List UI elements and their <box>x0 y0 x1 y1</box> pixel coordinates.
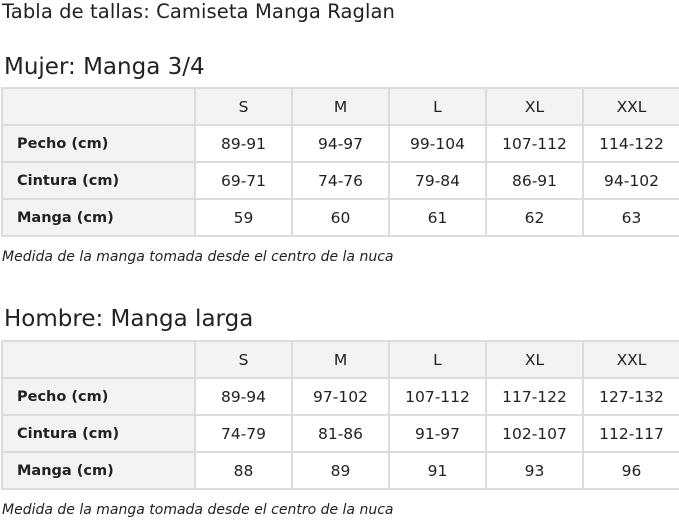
size-header-xl: XL <box>485 87 584 126</box>
chest-value-l: 107-112 <box>388 377 487 416</box>
waist-value-m: 74-76 <box>291 161 390 200</box>
row-label-sleeve: Manga (cm) <box>1 451 196 490</box>
table-row-chest: Pecho (cm) 89-91 94-97 99-104 107-112 11… <box>1 124 679 163</box>
sleeve-value-m: 89 <box>291 451 390 490</box>
row-label-waist: Cintura (cm) <box>1 161 196 200</box>
header-corner-cell <box>1 87 196 126</box>
table-row-chest: Pecho (cm) 89-94 97-102 107-112 117-122 … <box>1 377 679 416</box>
waist-value-xxl: 94-102 <box>582 161 679 200</box>
size-header-row: S M L XL XXL <box>1 87 679 126</box>
waist-value-s: 74-79 <box>194 414 293 453</box>
waist-value-l: 79-84 <box>388 161 487 200</box>
sleeve-value-xl: 62 <box>485 198 584 237</box>
waist-value-xxl: 112-117 <box>582 414 679 453</box>
size-header-xl: XL <box>485 340 584 379</box>
waist-value-xl: 86-91 <box>485 161 584 200</box>
row-label-sleeve: Manga (cm) <box>1 198 196 237</box>
sleeve-value-s: 88 <box>194 451 293 490</box>
size-header-s: S <box>194 340 293 379</box>
row-label-chest: Pecho (cm) <box>1 377 196 416</box>
chest-value-xxl: 127-132 <box>582 377 679 416</box>
chest-value-xxl: 114-122 <box>582 124 679 163</box>
sleeve-value-l: 61 <box>388 198 487 237</box>
waist-value-l: 91-97 <box>388 414 487 453</box>
size-header-l: L <box>388 87 487 126</box>
header-corner-cell <box>1 340 196 379</box>
chest-value-xl: 117-122 <box>485 377 584 416</box>
row-label-chest: Pecho (cm) <box>1 124 196 163</box>
chest-value-s: 89-94 <box>194 377 293 416</box>
table-row-waist: Cintura (cm) 69-71 74-76 79-84 86-91 94-… <box>1 161 679 200</box>
chest-value-m: 94-97 <box>291 124 390 163</box>
table-row-sleeve: Manga (cm) 59 60 61 62 63 <box>1 198 679 237</box>
chest-value-m: 97-102 <box>291 377 390 416</box>
chest-value-s: 89-91 <box>194 124 293 163</box>
size-header-xxl: XXL <box>582 340 679 379</box>
women-size-table: S M L XL XXL Pecho (cm) 89-91 94-97 99-1… <box>1 87 679 237</box>
waist-value-xl: 102-107 <box>485 414 584 453</box>
size-header-m: M <box>291 87 390 126</box>
chest-value-xl: 107-112 <box>485 124 584 163</box>
size-header-s: S <box>194 87 293 126</box>
waist-value-m: 81-86 <box>291 414 390 453</box>
sleeve-value-xl: 93 <box>485 451 584 490</box>
women-sleeve-note: Medida de la manga tomada desde el centr… <box>2 249 394 265</box>
sleeve-value-xxl: 63 <box>582 198 679 237</box>
table-row-waist: Cintura (cm) 74-79 81-86 91-97 102-107 1… <box>1 414 679 453</box>
men-section-title: Hombre: Manga larga <box>4 306 254 332</box>
waist-value-s: 69-71 <box>194 161 293 200</box>
table-row-sleeve: Manga (cm) 88 89 91 93 96 <box>1 451 679 490</box>
size-header-m: M <box>291 340 390 379</box>
sleeve-value-m: 60 <box>291 198 390 237</box>
sleeve-value-l: 91 <box>388 451 487 490</box>
men-sleeve-note: Medida de la manga tomada desde el centr… <box>2 502 394 518</box>
size-header-xxl: XXL <box>582 87 679 126</box>
sleeve-value-s: 59 <box>194 198 293 237</box>
page-title: Tabla de tallas: Camiseta Manga Raglan <box>2 0 396 23</box>
size-header-l: L <box>388 340 487 379</box>
chest-value-l: 99-104 <box>388 124 487 163</box>
row-label-waist: Cintura (cm) <box>1 414 196 453</box>
women-section-title: Mujer: Manga 3/4 <box>4 54 205 80</box>
men-size-table: S M L XL XXL Pecho (cm) 89-94 97-102 107… <box>1 340 679 490</box>
size-header-row: S M L XL XXL <box>1 340 679 379</box>
sleeve-value-xxl: 96 <box>582 451 679 490</box>
